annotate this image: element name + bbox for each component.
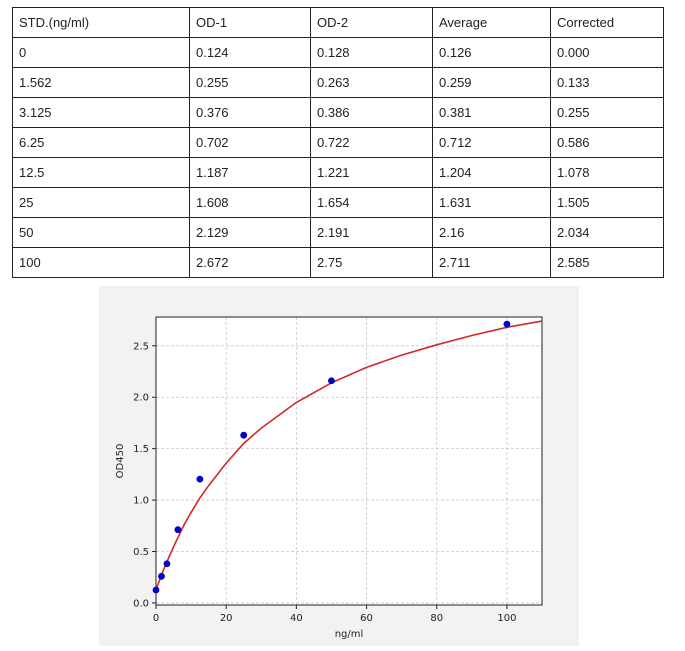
cell-od2: 0.722: [310, 127, 433, 158]
cell-std: 1.562: [12, 67, 190, 98]
cell-od1: 2.129: [189, 217, 311, 248]
cell-corrected: 0.133: [550, 67, 664, 98]
cell-od2: 0.128: [310, 37, 433, 68]
cell-average: 1.204: [432, 157, 551, 188]
y-tick-label: 1.0: [133, 496, 149, 507]
standard-curve-chart: 0 20 40 60 80 100 0.0 0.5 1.0 1.5 2.0 2.5 ng/ml OD450: [115, 316, 543, 640]
cell-od1: 0.124: [189, 37, 311, 68]
plot-frame: [155, 316, 543, 606]
x-tick-label: 0: [153, 613, 159, 624]
cell-od2: 0.263: [310, 67, 433, 98]
cell-od2: 0.386: [310, 97, 433, 128]
cell-od1: 0.376: [189, 97, 311, 128]
x-tick-label: 40: [290, 613, 303, 624]
cell-od2: 2.75: [310, 247, 433, 278]
cell-od2: 2.191: [310, 217, 433, 248]
column-header-corrected: Corrected: [550, 7, 664, 38]
cell-corrected: 0.255: [550, 97, 664, 128]
data-point: [503, 320, 511, 328]
plot-area: [156, 317, 542, 605]
table-row: 50 2.129 2.191 2.16 2.034: [12, 217, 664, 248]
y-tick-label: 0.0: [133, 598, 149, 609]
data-point: [174, 526, 182, 534]
cell-std: 3.125: [12, 97, 190, 128]
column-header-average: Average: [432, 7, 551, 38]
cell-corrected: 2.034: [550, 217, 664, 248]
cell-od1: 0.702: [189, 127, 311, 158]
cell-od2: 1.221: [310, 157, 433, 188]
table-row: 1.562 0.255 0.263 0.259 0.133: [12, 67, 664, 98]
cell-std: 6.25: [12, 127, 190, 158]
table-row: 0 0.124 0.128 0.126 0.000: [12, 37, 664, 68]
y-tick-label: 0.5: [133, 547, 149, 558]
table-row: 100 2.672 2.75 2.711 2.585: [12, 247, 664, 278]
cell-average: 1.631: [432, 187, 551, 218]
data-point: [158, 572, 165, 580]
column-header-od2: OD-2: [310, 7, 433, 38]
y-tick-label: 2.5: [133, 341, 149, 352]
x-tick-label: 20: [220, 613, 233, 624]
cell-corrected: 0.000: [550, 37, 664, 68]
cell-std: 0: [12, 37, 190, 68]
cell-od1: 1.608: [189, 187, 311, 218]
fit-curve: [155, 320, 543, 590]
cell-std: 25: [12, 187, 190, 218]
data-point: [240, 431, 248, 439]
cell-std: 50: [12, 217, 190, 248]
x-tick-label: 60: [360, 613, 373, 624]
y-axis-label: OD450: [115, 444, 126, 479]
cell-average: 0.381: [432, 97, 551, 128]
data-point: [163, 560, 171, 568]
cell-od1: 1.187: [189, 157, 311, 188]
cell-average: 2.711: [432, 247, 551, 278]
data-point: [196, 475, 204, 483]
column-header-od1: OD-1: [189, 7, 311, 38]
table-row: 25 1.608 1.654 1.631 1.505: [12, 187, 664, 218]
cell-average: 0.259: [432, 67, 551, 98]
cell-corrected: 1.078: [550, 157, 664, 188]
cell-std: 12.5: [12, 157, 190, 188]
standard-curve-table: STD.(ng/ml) OD-1 OD-2 Average Corrected …: [12, 7, 664, 278]
cell-corrected: 1.505: [550, 187, 664, 218]
chart-panel: 0 20 40 60 80 100 0.0 0.5 1.0 1.5 2.0 2.5 ng/ml OD450: [99, 286, 579, 646]
cell-od1: 2.672: [189, 247, 311, 278]
data-point: [152, 586, 160, 594]
table-row: 12.5 1.187 1.221 1.204 1.078: [12, 157, 664, 188]
cell-od2: 1.654: [310, 187, 433, 218]
table-row: 6.25 0.702 0.722 0.712 0.586: [12, 127, 664, 158]
table-header-row: STD.(ng/ml) OD-1 OD-2 Average Corrected: [12, 7, 664, 38]
y-tick-label: 1.5: [133, 444, 149, 455]
column-header-std: STD.(ng/ml): [12, 7, 190, 38]
cell-od1: 0.255: [189, 67, 311, 98]
x-axis-label: ng/ml: [335, 629, 364, 640]
y-tick-label: 2.0: [133, 393, 149, 404]
data-point: [328, 377, 335, 385]
cell-average: 0.126: [432, 37, 551, 68]
cell-average: 0.712: [432, 127, 551, 158]
cell-std: 100: [12, 247, 190, 278]
cell-corrected: 2.585: [550, 247, 664, 278]
x-tick-label: 80: [430, 613, 443, 624]
cell-corrected: 0.586: [550, 127, 664, 158]
table-row: 3.125 0.376 0.386 0.381 0.255: [12, 97, 664, 128]
x-tick-label: 100: [497, 613, 516, 624]
cell-average: 2.16: [432, 217, 551, 248]
